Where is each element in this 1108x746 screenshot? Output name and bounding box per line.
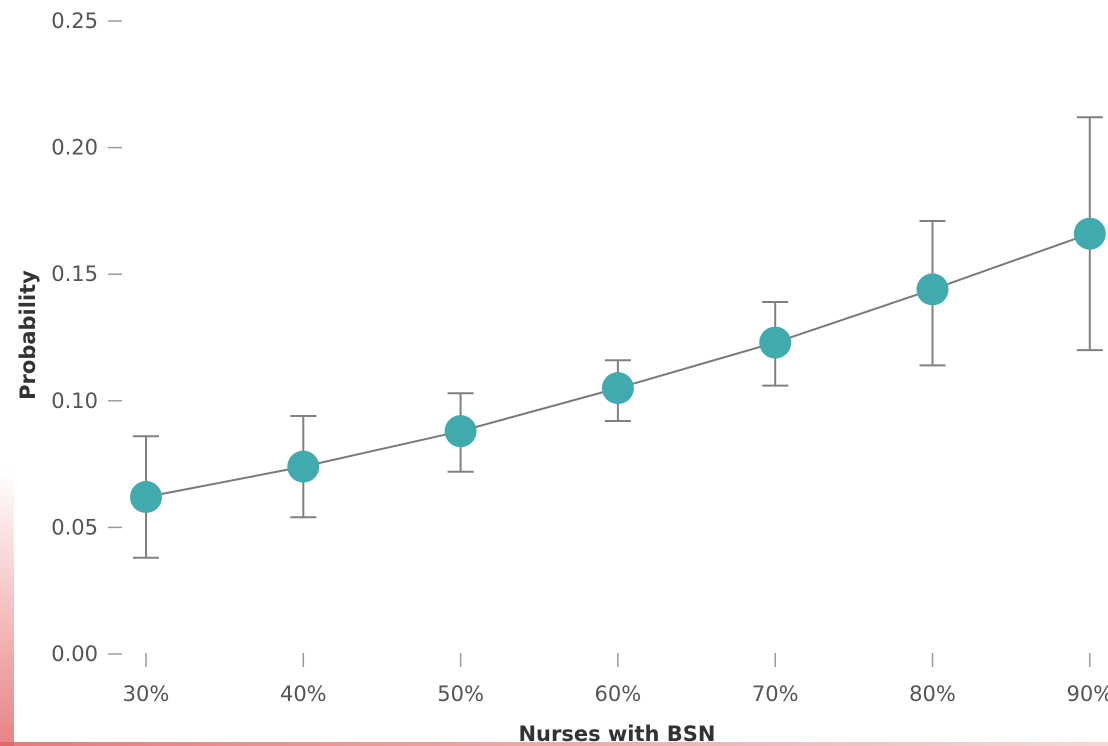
x-tick-label: 50% bbox=[437, 682, 484, 706]
bottom-edge-decoration bbox=[0, 742, 1108, 746]
y-axis-title: Probability bbox=[16, 270, 40, 400]
x-axis-title: Nurses with BSN bbox=[518, 722, 715, 746]
y-tick-label: 0.20 bbox=[51, 136, 98, 160]
y-tick-label: 0.00 bbox=[51, 642, 98, 666]
y-tick-label: 0.05 bbox=[51, 515, 98, 539]
error-bars bbox=[133, 116, 1103, 559]
data-point bbox=[287, 450, 320, 483]
data-point bbox=[1073, 217, 1106, 250]
data-points bbox=[130, 217, 1106, 514]
y-tick-label: 0.25 bbox=[51, 9, 98, 33]
left-edge-decoration bbox=[0, 470, 14, 746]
x-tick-label: 30% bbox=[123, 682, 170, 706]
data-point bbox=[130, 481, 162, 514]
data-point bbox=[916, 273, 949, 306]
x-tick-label: 90% bbox=[1066, 682, 1108, 706]
data-point bbox=[601, 372, 634, 405]
x-tick-label: 80% bbox=[909, 682, 956, 706]
x-tick-label: 40% bbox=[280, 682, 327, 706]
data-point bbox=[444, 415, 477, 448]
data-point bbox=[759, 326, 792, 359]
y-axis: 0.00 0.05 0.10 0.15 0.20 0.25 bbox=[51, 9, 122, 666]
x-axis: 30% 40% 50% 60% 70% 80% 90% bbox=[123, 653, 1108, 706]
y-tick-label: 0.15 bbox=[51, 262, 98, 286]
y-tick-label: 0.10 bbox=[51, 389, 98, 413]
x-tick-label: 60% bbox=[595, 682, 642, 706]
x-tick-label: 70% bbox=[752, 682, 799, 706]
